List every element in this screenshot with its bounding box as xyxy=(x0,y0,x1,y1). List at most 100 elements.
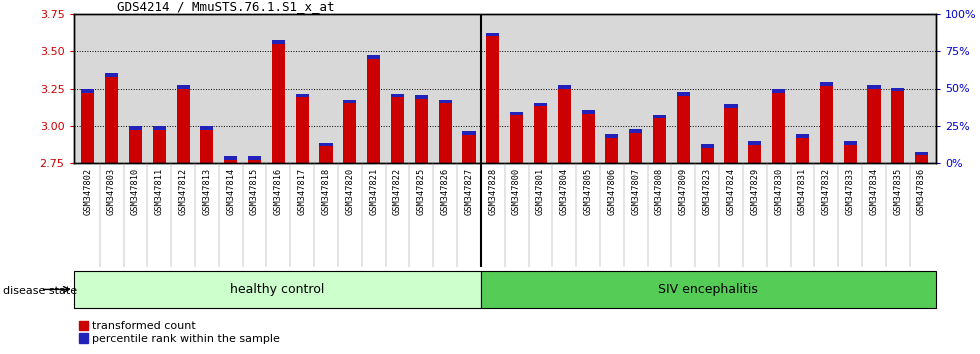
Text: GSM347803: GSM347803 xyxy=(107,168,116,215)
Text: GSM347826: GSM347826 xyxy=(441,168,450,215)
Bar xyxy=(481,271,936,308)
Bar xyxy=(129,130,142,163)
Bar xyxy=(200,130,214,163)
Text: GSM347815: GSM347815 xyxy=(250,168,259,215)
Text: GSM347834: GSM347834 xyxy=(869,168,878,215)
Bar xyxy=(486,33,500,36)
Bar xyxy=(176,85,190,88)
Text: disease state: disease state xyxy=(3,286,77,296)
Bar xyxy=(463,135,475,163)
Bar xyxy=(581,114,595,163)
Text: GSM347833: GSM347833 xyxy=(846,168,855,215)
Text: GSM347802: GSM347802 xyxy=(83,168,92,215)
Bar xyxy=(724,108,738,163)
Text: GSM347816: GSM347816 xyxy=(273,168,283,215)
Text: GSM347823: GSM347823 xyxy=(703,168,711,215)
Text: GSM347813: GSM347813 xyxy=(203,168,212,215)
Bar xyxy=(749,141,761,145)
Bar xyxy=(153,130,166,163)
Bar xyxy=(271,40,285,44)
Bar xyxy=(534,103,547,106)
Bar xyxy=(867,85,880,88)
Bar xyxy=(653,118,666,163)
Bar xyxy=(724,104,738,108)
Text: healthy control: healthy control xyxy=(230,283,324,296)
Bar xyxy=(558,85,570,88)
Bar xyxy=(629,133,642,163)
Bar xyxy=(296,97,309,163)
Bar xyxy=(439,100,452,103)
Bar xyxy=(677,92,690,96)
Text: GSM347828: GSM347828 xyxy=(488,168,497,215)
Bar xyxy=(891,91,905,163)
Text: GSM347830: GSM347830 xyxy=(774,168,783,215)
Bar xyxy=(606,134,618,138)
Bar xyxy=(248,160,261,163)
Bar xyxy=(74,271,481,308)
Text: GSM347807: GSM347807 xyxy=(631,168,640,215)
Bar xyxy=(415,95,428,99)
Bar xyxy=(176,88,190,163)
Text: GSM347817: GSM347817 xyxy=(298,168,307,215)
Text: GSM347836: GSM347836 xyxy=(917,168,926,215)
Bar xyxy=(224,160,237,163)
Bar xyxy=(439,103,452,163)
Text: SIV encephalitis: SIV encephalitis xyxy=(659,283,759,296)
Bar xyxy=(343,100,357,103)
Bar xyxy=(391,97,404,163)
Bar xyxy=(296,94,309,97)
Text: GSM347801: GSM347801 xyxy=(536,168,545,215)
Bar xyxy=(319,147,332,163)
Bar xyxy=(81,89,94,93)
Bar xyxy=(772,93,785,163)
Bar xyxy=(749,145,761,163)
Text: GSM347831: GSM347831 xyxy=(798,168,807,215)
Text: GSM347814: GSM347814 xyxy=(226,168,235,215)
Bar xyxy=(129,126,142,130)
Bar xyxy=(819,82,833,86)
Bar xyxy=(415,99,428,163)
Text: GSM347818: GSM347818 xyxy=(321,168,330,215)
Bar xyxy=(867,88,880,163)
Bar xyxy=(915,155,928,163)
Bar xyxy=(581,110,595,114)
Text: GSM347824: GSM347824 xyxy=(726,168,736,215)
Text: GSM347821: GSM347821 xyxy=(369,168,378,215)
Bar xyxy=(534,106,547,163)
Bar xyxy=(844,141,857,145)
Text: GSM347810: GSM347810 xyxy=(131,168,140,215)
Bar xyxy=(319,143,332,147)
Bar xyxy=(510,112,523,115)
Bar xyxy=(153,126,166,130)
Bar xyxy=(796,134,809,138)
Bar xyxy=(796,138,809,163)
Text: GSM347820: GSM347820 xyxy=(345,168,355,215)
Bar xyxy=(105,73,119,76)
Bar xyxy=(772,89,785,93)
Text: GSM347809: GSM347809 xyxy=(679,168,688,215)
Text: GSM347805: GSM347805 xyxy=(583,168,593,215)
Bar xyxy=(248,156,261,160)
Text: GSM347825: GSM347825 xyxy=(416,168,426,215)
Text: GSM347811: GSM347811 xyxy=(155,168,164,215)
Text: GSM347832: GSM347832 xyxy=(822,168,831,215)
Bar xyxy=(844,145,857,163)
Bar xyxy=(224,156,237,160)
Text: GDS4214 / MmuSTS.76.1.S1_x_at: GDS4214 / MmuSTS.76.1.S1_x_at xyxy=(117,0,334,13)
Bar xyxy=(701,148,713,163)
Bar xyxy=(200,126,214,130)
Bar xyxy=(81,93,94,163)
Bar xyxy=(368,59,380,163)
Bar xyxy=(653,115,666,118)
Bar xyxy=(891,88,905,91)
Bar xyxy=(819,86,833,163)
Text: GSM347804: GSM347804 xyxy=(560,168,568,215)
Bar xyxy=(558,88,570,163)
Text: GSM347822: GSM347822 xyxy=(393,168,402,215)
Text: GSM347835: GSM347835 xyxy=(894,168,903,215)
Bar xyxy=(463,131,475,135)
Bar xyxy=(486,36,500,163)
Text: GSM347812: GSM347812 xyxy=(178,168,187,215)
Text: GSM347800: GSM347800 xyxy=(513,168,521,215)
Bar xyxy=(701,144,713,148)
